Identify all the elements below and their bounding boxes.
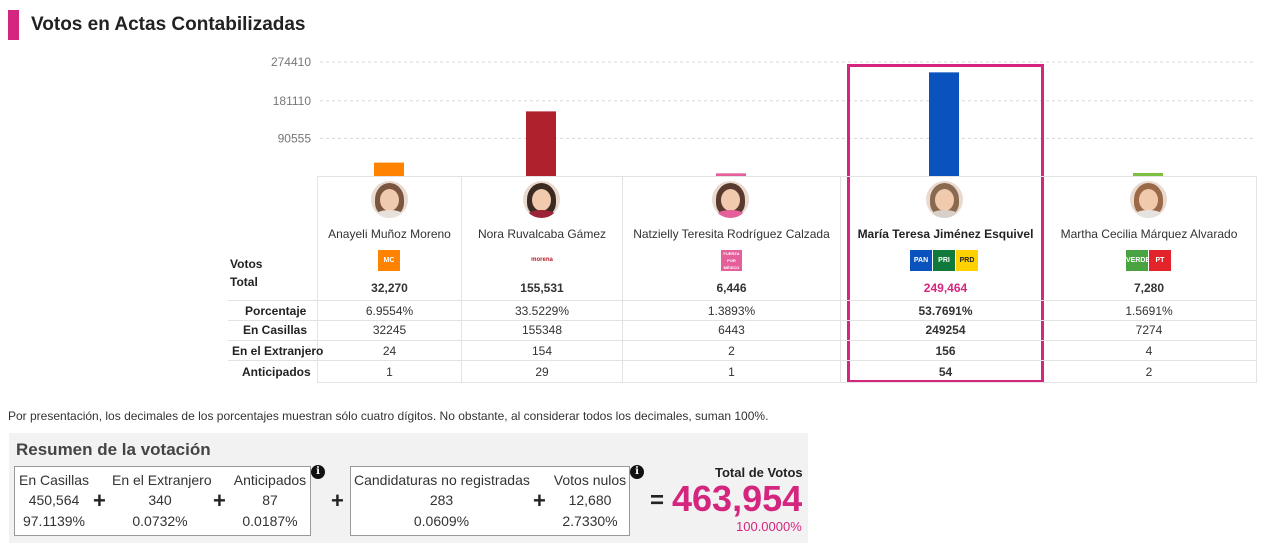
- grid-line: [317, 382, 1257, 383]
- casillas-cell: 155348: [521, 323, 563, 337]
- summary-extranjero-pct: 0.0732%: [132, 513, 188, 529]
- summary-title: Resumen de la votación: [16, 440, 211, 459]
- row-label-anticipados: Anticipados: [242, 365, 311, 379]
- grid-line: [317, 176, 1257, 177]
- summary-casillas-value: 450,564: [28, 492, 80, 508]
- summary-box-other: [350, 466, 630, 536]
- candidate-avatar: [371, 181, 408, 218]
- grid-line: [228, 320, 1257, 321]
- plus-sign: +: [533, 488, 546, 513]
- grid-line: [228, 340, 1257, 341]
- casillas-cell: 7274: [1135, 323, 1163, 337]
- equals-sign: =: [650, 487, 665, 514]
- party-logo-pan-pri-prd: PAN PRI PRD: [910, 250, 978, 271]
- grid-line: [1256, 176, 1257, 383]
- summary-box-valid: [14, 466, 311, 536]
- anticipados-cell: 1: [728, 365, 735, 379]
- info-icon[interactable]: i: [630, 465, 644, 479]
- extranjero-cell: 156: [935, 344, 956, 358]
- anticipados-cell: 1: [386, 365, 393, 379]
- row-label-votos: Votos: [230, 257, 263, 271]
- row-label-porcentaje: Porcentaje: [245, 304, 307, 318]
- grid-line: [840, 176, 841, 383]
- info-icon[interactable]: i: [311, 465, 325, 479]
- total-cell: 32,270: [371, 281, 408, 295]
- y-tick-label: 90555: [278, 131, 312, 145]
- summary-anticipados-label: Anticipados: [233, 472, 307, 488]
- summary-extranjero-value: 340: [148, 492, 172, 508]
- total-votes-label: Total de Votos: [715, 465, 803, 480]
- party-logo-fxm: FUERZA POR MÉXICO: [721, 250, 742, 271]
- plus-sign: +: [213, 488, 226, 513]
- grid-line: [317, 176, 318, 383]
- candidate-name: Martha Cecilia Márquez Alvarado: [1060, 227, 1238, 241]
- summary-nulos-pct: 2.7330%: [562, 513, 618, 529]
- candidate-avatar: [712, 181, 749, 218]
- plus-sign: +: [331, 488, 344, 513]
- pct-cell: 1.5691%: [1125, 304, 1173, 318]
- row-label-total: Total: [230, 275, 258, 289]
- grid-line: [622, 176, 623, 383]
- casillas-cell: 32245: [372, 323, 407, 337]
- candidate-name: Natzielly Teresita Rodríguez Calzada: [633, 227, 830, 241]
- y-tick-label: 181110: [273, 94, 312, 108]
- candidate-name: Anayeli Muñoz Moreno: [328, 227, 451, 241]
- total-votes-value: 463,954: [672, 478, 803, 519]
- pct-cell: 53.7691%: [918, 304, 973, 318]
- summary-nulos-value: 12,680: [568, 492, 612, 508]
- summary-no-reg-label: Candidaturas no registradas: [354, 472, 530, 488]
- anticipados-cell: 54: [938, 365, 953, 379]
- casillas-cell: 6443: [718, 323, 745, 337]
- candidate-avatar: [926, 181, 963, 218]
- summary-anticipados-pct: 0.0187%: [242, 513, 298, 529]
- summary-no-reg-pct: 0.0609%: [413, 513, 470, 529]
- grid-line: [228, 360, 1257, 361]
- party-logo-verde-pt: VERDE PT: [1126, 250, 1171, 271]
- pct-cell: 6.9554%: [365, 304, 414, 318]
- extranjero-cell: 4: [1145, 344, 1153, 358]
- candidate-avatar: [523, 181, 560, 218]
- casillas-cell: 249254: [925, 323, 966, 337]
- anticipados-cell: 2: [1145, 365, 1153, 379]
- bar-chart: 90555 181110 274410: [271, 55, 1256, 176]
- summary-casillas-label: En Casillas: [19, 472, 90, 488]
- percentage-note: Por presentación, los decimales de los p…: [8, 409, 769, 423]
- summary-anticipados-value: 87: [262, 492, 278, 508]
- row-label-en-casillas: En Casillas: [243, 323, 308, 337]
- candidate-avatar: [1130, 181, 1167, 218]
- grid-line: [461, 176, 462, 383]
- total-votes-pct: 100.0000%: [736, 519, 802, 534]
- anticipados-cell: 29: [535, 365, 549, 379]
- extranjero-cell: 154: [531, 344, 553, 358]
- summary-no-reg-value: 283: [429, 492, 454, 508]
- grid-line: [228, 300, 1257, 301]
- total-cell: 249,464: [923, 281, 968, 295]
- winner-highlight-frame: [847, 64, 1044, 383]
- pct-cell: 1.3893%: [707, 304, 756, 318]
- y-tick-label: 274410: [271, 55, 311, 69]
- bar[interactable]: [929, 72, 959, 176]
- party-logo-morena: morena: [529, 250, 555, 271]
- total-cell: 155,531: [520, 281, 564, 295]
- total-cell: 7,280: [1133, 281, 1165, 295]
- row-label-extranjero: En el Extranjero: [232, 344, 324, 358]
- bar[interactable]: [374, 162, 404, 176]
- summary-extranjero-label: En el Extranjero: [112, 472, 212, 488]
- title-accent-bar: [8, 10, 19, 40]
- page-title: Votos en Actas Contabilizadas: [31, 14, 306, 35]
- bar[interactable]: [716, 173, 746, 176]
- summary-nulos-label: Votos nulos: [553, 472, 627, 488]
- candidate-name: María Teresa Jiménez Esquivel: [857, 227, 1034, 241]
- bar[interactable]: [526, 111, 556, 176]
- summary-casillas-pct: 97.1139%: [22, 513, 85, 529]
- extranjero-cell: 2: [728, 344, 735, 358]
- candidate-name: Nora Ruvalcaba Gámez: [477, 227, 607, 241]
- party-logo-mc: MC: [378, 250, 400, 271]
- bar[interactable]: [1133, 172, 1163, 176]
- total-cell: 6,446: [716, 281, 747, 295]
- pct-cell: 33.5229%: [514, 304, 570, 318]
- plus-sign: +: [93, 488, 106, 513]
- extranjero-cell: 24: [382, 344, 397, 358]
